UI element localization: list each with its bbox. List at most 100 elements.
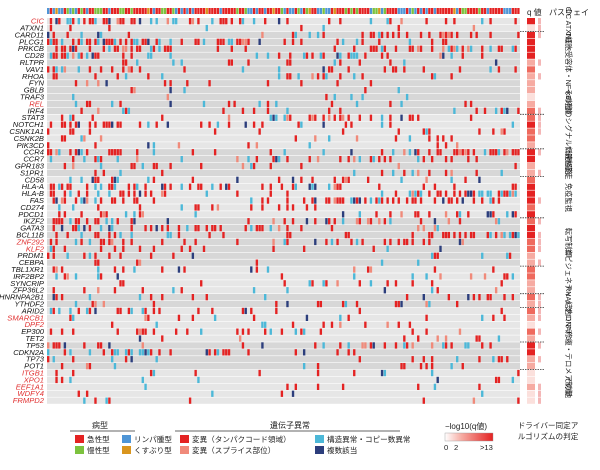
alteration-cell xyxy=(74,121,78,128)
gene-label: IRF2BP2 xyxy=(13,272,45,281)
alteration-cell xyxy=(261,197,264,204)
alteration-cell xyxy=(55,369,58,377)
alteration-cell xyxy=(133,218,136,225)
alteration-cell xyxy=(108,183,111,190)
alteration-cell xyxy=(230,38,234,45)
alteration-cell xyxy=(83,397,86,404)
q-scale-tick: 0 xyxy=(444,443,448,452)
disease-type-cell xyxy=(286,8,289,14)
alteration-cell xyxy=(155,162,158,170)
alteration-cell xyxy=(300,38,303,45)
alteration-cell xyxy=(247,142,250,149)
alteration-cell xyxy=(69,190,72,197)
alteration-cell xyxy=(69,149,72,156)
gene-label: YTHDF2 xyxy=(14,300,44,309)
alteration-cell xyxy=(425,176,428,183)
alteration-cell xyxy=(358,59,361,66)
alteration-cell xyxy=(405,342,409,349)
alteration-cell xyxy=(122,52,125,59)
alteration-cell xyxy=(355,38,359,45)
alteration-cell xyxy=(417,211,420,218)
alteration-cell xyxy=(286,383,289,390)
alteration-cell xyxy=(514,231,517,239)
alteration-cell xyxy=(127,183,131,190)
alteration-cell xyxy=(91,18,94,25)
alteration-cell xyxy=(247,349,250,356)
row-background xyxy=(47,45,520,52)
alteration-cell xyxy=(469,31,473,39)
alteration-cell xyxy=(439,190,442,197)
alteration-cell xyxy=(405,31,409,39)
alteration-cell xyxy=(80,231,83,239)
alteration-cell xyxy=(311,280,314,287)
alteration-cell xyxy=(113,349,117,356)
alteration-cell xyxy=(88,18,92,25)
alteration-cell xyxy=(69,114,72,121)
alteration-cell xyxy=(108,18,111,25)
alteration-cell xyxy=(372,45,375,52)
alteration-cell xyxy=(400,363,403,370)
alteration-cell xyxy=(497,376,501,384)
alteration-cell xyxy=(130,356,133,363)
alteration-cell xyxy=(147,176,150,183)
disease-type-cell xyxy=(302,8,306,14)
alteration-cell xyxy=(77,307,80,315)
alteration-cell xyxy=(494,107,498,114)
alteration-cell xyxy=(341,383,345,390)
alteration-cell xyxy=(383,66,387,73)
alteration-cell xyxy=(266,197,270,204)
gene-label: CSNK2B xyxy=(14,134,44,143)
alteration-cell xyxy=(397,24,400,32)
alteration-cell xyxy=(52,356,55,363)
alteration-cell xyxy=(80,211,83,218)
alteration-cell xyxy=(442,231,445,239)
alteration-cell xyxy=(49,156,53,163)
alteration-cell xyxy=(481,190,484,197)
alteration-cell xyxy=(227,59,231,66)
alteration-cell xyxy=(506,273,509,280)
alteration-cell xyxy=(453,190,456,197)
alteration-cell xyxy=(69,121,72,128)
alteration-cell xyxy=(216,349,220,356)
alteration-cell xyxy=(152,197,156,204)
q-value-cell xyxy=(527,114,535,121)
alteration-cell xyxy=(417,225,420,232)
pathway-label: その他 xyxy=(564,376,573,398)
alteration-cell xyxy=(264,18,267,25)
alteration-cell xyxy=(200,183,203,190)
alteration-cell xyxy=(433,218,437,225)
alteration-cell xyxy=(60,183,64,190)
alteration-cell xyxy=(458,231,462,239)
alteration-cell xyxy=(289,73,292,80)
alteration-cell xyxy=(222,107,225,114)
alteration-cell xyxy=(322,52,325,59)
alteration-cell xyxy=(314,342,317,349)
alteration-cell xyxy=(425,314,428,321)
alteration-cell xyxy=(283,38,286,45)
gene-label: RLTPR xyxy=(20,58,45,67)
row-background xyxy=(47,342,520,349)
alteration-cell xyxy=(197,225,200,232)
alteration-cell xyxy=(392,169,395,177)
alteration-cell xyxy=(506,190,509,197)
alteration-cell xyxy=(255,225,259,232)
disease-type-cell xyxy=(389,8,392,14)
alteration-cell xyxy=(328,107,331,114)
alteration-cell xyxy=(492,149,495,156)
alteration-cell xyxy=(417,190,420,197)
alteration-cell xyxy=(450,363,453,370)
alteration-cell xyxy=(219,18,222,25)
alteration-cell xyxy=(227,114,231,121)
alteration-cell xyxy=(105,80,108,87)
alteration-cell xyxy=(436,190,439,197)
disease-type-cell xyxy=(289,8,292,14)
alteration-cell xyxy=(49,245,53,252)
row-background xyxy=(47,211,520,218)
alteration-cell xyxy=(341,114,345,121)
q-value-cell xyxy=(527,231,535,239)
alteration-cell xyxy=(378,31,381,39)
alteration-cell xyxy=(355,300,359,308)
alteration-cell xyxy=(511,149,515,156)
disease-type-cell xyxy=(503,8,506,14)
alteration-cell xyxy=(113,38,117,45)
